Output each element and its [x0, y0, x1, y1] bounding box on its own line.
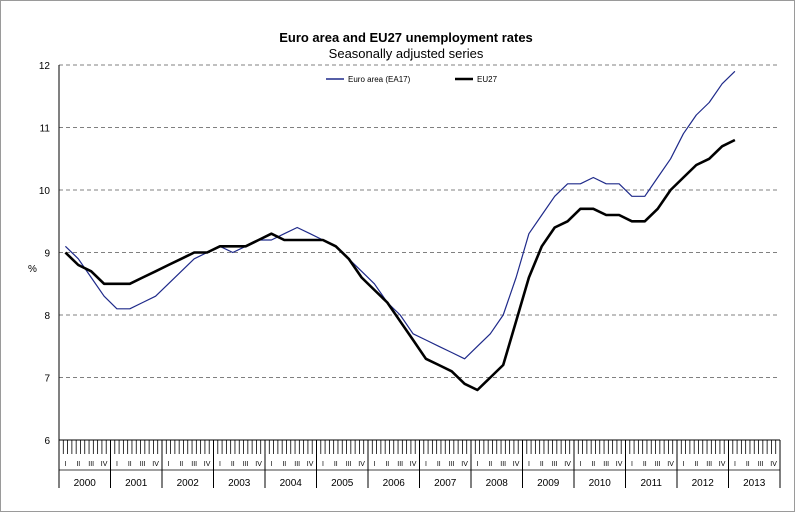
quarter-label: III	[140, 461, 146, 468]
y-axis-ticks: 6 7 8 9 10 11 12	[39, 61, 51, 447]
y-tick-label: 7	[44, 374, 50, 385]
quarter-label: IV	[307, 461, 314, 468]
legend: Euro area (EA17) EU27	[326, 75, 498, 84]
quarter-label: III	[449, 461, 455, 468]
quarter-label: II	[179, 461, 183, 468]
chart-subtitle: Seasonally adjusted series	[329, 46, 484, 61]
year-label: 2007	[434, 478, 457, 489]
quarter-label: II	[385, 461, 389, 468]
quarter-label: II	[643, 461, 647, 468]
quarter-label: II	[437, 461, 441, 468]
quarter-label: I	[425, 461, 427, 468]
year-label: 2000	[74, 478, 97, 489]
quarter-label: IV	[719, 461, 726, 468]
quarter-label: III	[346, 461, 352, 468]
quarter-label: IV	[770, 461, 777, 468]
year-label: 2004	[280, 478, 303, 489]
y-tick-label: 12	[39, 61, 51, 72]
quarter-label: II	[128, 461, 132, 468]
y-tick-label: 9	[44, 249, 50, 260]
legend-label-euro-area: Euro area (EA17)	[348, 75, 411, 84]
quarter-label: IV	[616, 461, 623, 468]
quarter-label: III	[758, 461, 764, 468]
gridlines	[58, 64, 780, 441]
year-label: 2002	[177, 478, 200, 489]
quarter-label: I	[528, 461, 530, 468]
year-label: 2005	[331, 478, 354, 489]
year-label: 2003	[228, 478, 251, 489]
quarter-label: II	[488, 461, 492, 468]
year-label: 2011	[640, 478, 662, 489]
quarter-label: IV	[513, 461, 520, 468]
quarter-label: I	[116, 461, 118, 468]
quarter-label: IV	[101, 461, 108, 468]
quarter-label: IV	[667, 461, 674, 468]
y-tick-label: 8	[44, 311, 50, 322]
quarter-label: III	[706, 461, 712, 468]
quarter-label: II	[694, 461, 698, 468]
chart-title: Euro area and EU27 unemployment rates	[279, 30, 533, 45]
quarter-label: III	[88, 461, 94, 468]
quarter-label: IV	[461, 461, 468, 468]
quarter-label: I	[734, 461, 736, 468]
quarter-label: I	[682, 461, 684, 468]
quarter-label: III	[603, 461, 609, 468]
quarter-label: I	[373, 461, 375, 468]
quarter-label: II	[282, 461, 286, 468]
quarter-label: I	[167, 461, 169, 468]
year-label: 2006	[383, 478, 406, 489]
year-label: 2010	[589, 478, 612, 489]
quarter-label: I	[476, 461, 478, 468]
x-axis: I II III IV I II III IV I II III IV I II III IV I II III IV…	[58, 440, 781, 489]
quarter-label: III	[552, 461, 558, 468]
quarter-label: II	[334, 461, 338, 468]
quarter-label: II	[76, 461, 80, 468]
quarter-label: II	[591, 461, 595, 468]
legend-label-eu27: EU27	[477, 75, 498, 84]
quarter-label: III	[294, 461, 300, 468]
year-label: 2013	[743, 478, 766, 489]
quarter-label: IV	[358, 461, 365, 468]
y-axis-label: %	[28, 264, 37, 275]
quarter-label: I	[64, 461, 66, 468]
quarter-label: IV	[204, 461, 211, 468]
quarter-label: I	[219, 461, 221, 468]
quarter-label: III	[191, 461, 197, 468]
year-label: 2008	[486, 478, 509, 489]
quarter-label: IV	[255, 461, 262, 468]
series-line-eu27	[64, 138, 736, 392]
quarter-label: IV	[564, 461, 571, 468]
series-line-euro-area	[64, 70, 736, 360]
quarter-label: III	[655, 461, 661, 468]
year-label: 2012	[692, 478, 715, 489]
quarter-label: II	[231, 461, 235, 468]
quarter-label: III	[500, 461, 506, 468]
quarter-label: I	[631, 461, 633, 468]
quarter-label: II	[540, 461, 544, 468]
quarter-label: IV	[152, 461, 159, 468]
series-lines	[64, 70, 736, 392]
quarter-label: III	[243, 461, 249, 468]
y-tick-label: 10	[39, 186, 51, 197]
quarter-label: IV	[410, 461, 417, 468]
quarter-label: I	[270, 461, 272, 468]
y-tick-label: 6	[44, 436, 50, 447]
quarter-label: II	[746, 461, 750, 468]
quarter-label: I	[579, 461, 581, 468]
quarter-label: III	[397, 461, 403, 468]
quarter-label: I	[322, 461, 324, 468]
y-tick-label: 11	[40, 124, 51, 135]
year-label: 2009	[537, 478, 560, 489]
year-label: 2001	[125, 478, 148, 489]
